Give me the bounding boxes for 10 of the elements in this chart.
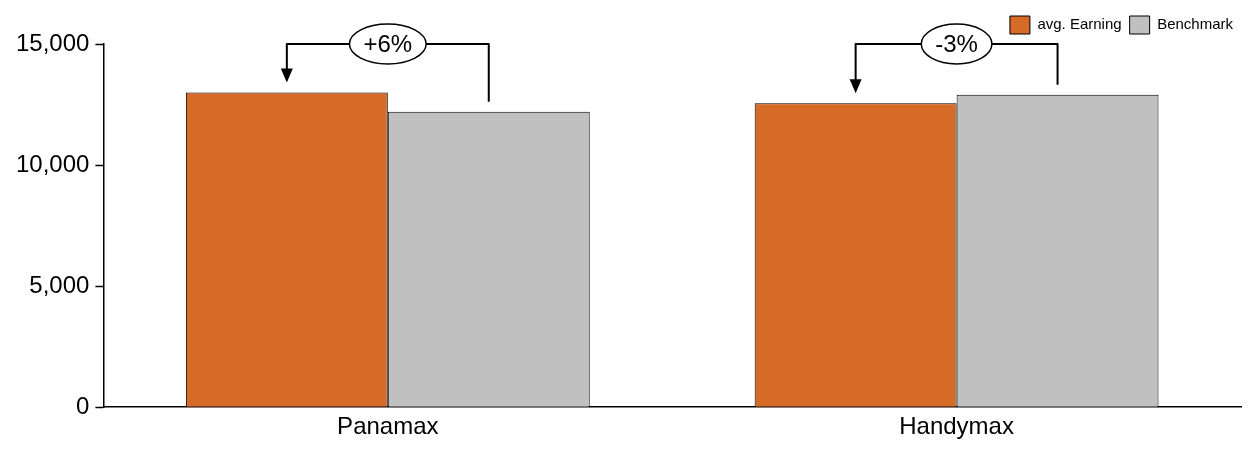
annotation: +6% [363, 29, 413, 57]
y-tick-label: 15,000 [16, 28, 90, 56]
legend-label: avg. Earning [1037, 15, 1122, 33]
legend-label: Benchmark [1157, 15, 1234, 33]
y-tick-label: 10,000 [16, 149, 90, 177]
annotation: -3% [935, 29, 978, 57]
y-tick-label: 0 [76, 391, 90, 419]
x-tick-label: Panamax [337, 412, 439, 440]
x-tick-label: Handymax [899, 412, 1014, 440]
y-tick-label: 5,000 [29, 270, 90, 298]
